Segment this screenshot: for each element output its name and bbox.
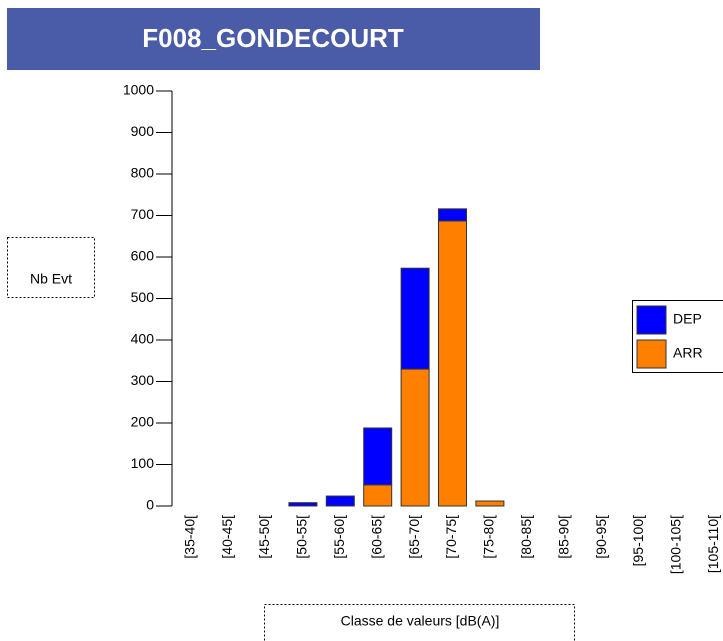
x-tick-label: [50-55[ <box>294 515 310 559</box>
bar-segment <box>363 484 393 507</box>
legend-label: DEP <box>673 311 702 327</box>
x-label-box <box>264 604 575 641</box>
y-tick-label: 700 <box>131 206 155 222</box>
chart-title: F008_GONDECOURT <box>142 23 404 53</box>
y-tick-label: 600 <box>131 248 155 264</box>
x-tick-label: [35-40[ <box>181 515 197 559</box>
bar-segment <box>475 500 505 507</box>
x-tick-label: [85-90[ <box>555 515 571 559</box>
x-tick-label: [60-65[ <box>368 515 384 559</box>
legend-swatch <box>636 305 667 335</box>
x-tick-label: [80-85[ <box>518 515 534 559</box>
y-tick-label: 200 <box>131 414 155 430</box>
legend-label: ARR <box>673 345 703 361</box>
y-tick-label: 400 <box>131 331 155 347</box>
bar-segment <box>325 495 355 507</box>
x-tick-label: [70-75[ <box>443 515 459 559</box>
bar-segment <box>438 208 467 222</box>
bar-segment <box>363 427 393 486</box>
legend-swatch <box>636 339 667 369</box>
x-axis-label: Classe de valeurs [dB(A)] <box>341 613 500 629</box>
x-tick-label: [75-80[ <box>481 515 497 559</box>
x-tick-label: [65-70[ <box>406 515 422 559</box>
y-tick-label: 1000 <box>123 82 154 98</box>
y-axis-label: Nb Evt <box>30 271 72 287</box>
bar-segment <box>400 368 430 507</box>
y-label-box <box>7 237 95 298</box>
bar-segment <box>288 502 318 507</box>
y-tick-label: 500 <box>131 289 155 305</box>
x-tick-label: [95-100[ <box>630 515 646 566</box>
x-tick-label: [40-45[ <box>219 515 235 559</box>
y-tick-label: 0 <box>146 497 154 513</box>
x-tick-label: [90-95[ <box>593 515 609 559</box>
y-tick-label: 300 <box>131 372 155 388</box>
bar-segment <box>400 267 430 370</box>
x-tick-label: [45-50[ <box>256 515 272 559</box>
y-tick-label: 900 <box>131 123 155 139</box>
x-tick-label: [55-60[ <box>331 515 347 559</box>
x-tick-label: [105-110[ <box>705 515 721 573</box>
x-tick-label: [100-105[ <box>668 515 684 574</box>
title-banner <box>7 8 540 70</box>
bar-segment <box>438 220 467 507</box>
y-tick-label: 100 <box>131 455 155 471</box>
y-tick-label: 800 <box>131 165 155 181</box>
